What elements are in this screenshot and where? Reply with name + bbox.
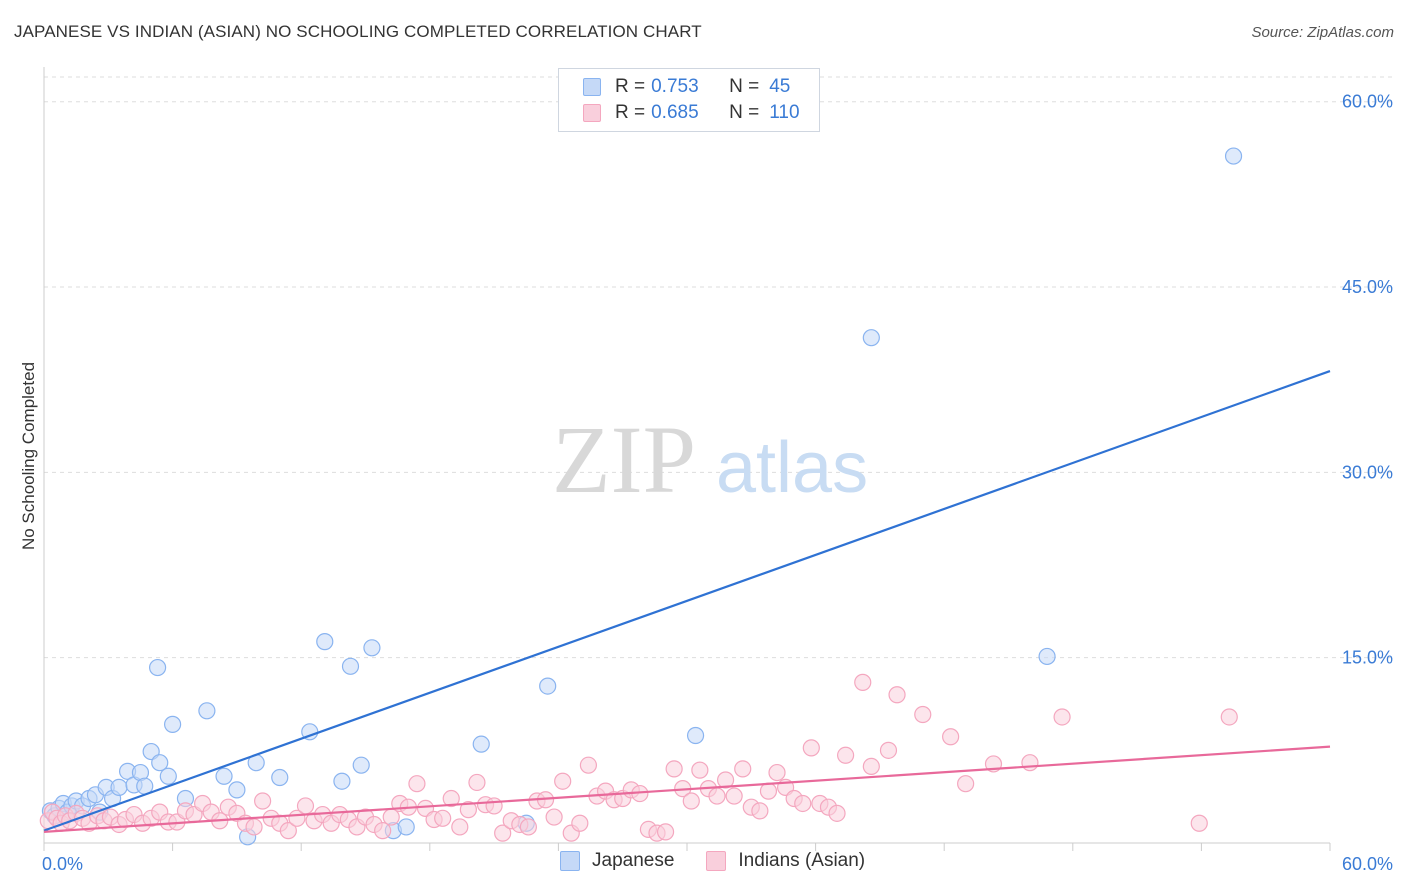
indians-point — [297, 798, 313, 814]
indians-point — [1191, 815, 1207, 831]
indians-point — [880, 742, 896, 758]
indians-point — [889, 687, 905, 703]
japanese-point — [473, 736, 489, 752]
japanese-point — [364, 640, 380, 656]
indians-point — [255, 793, 271, 809]
bottom-legend-swatch-indians — [706, 851, 726, 871]
legend-r-label: R = — [615, 76, 645, 98]
y-tick-label: 60.0% — [1342, 92, 1393, 112]
legend-swatch-japanese — [583, 78, 601, 96]
indians-point — [246, 819, 262, 835]
legend-n-value: 45 — [769, 76, 790, 98]
indians-point — [486, 798, 502, 814]
legend-row-indians: R = 0.685 N = 110 — [583, 101, 800, 125]
japanese-point — [1226, 148, 1242, 164]
y-tick-label: 30.0% — [1342, 462, 1393, 482]
y-tick-label: 15.0% — [1342, 648, 1393, 668]
legend-r-value: 0.685 — [651, 102, 721, 124]
indians-point — [572, 815, 588, 831]
indians-point — [546, 809, 562, 825]
indians-point — [452, 819, 468, 835]
legend-n-value: 110 — [769, 102, 799, 124]
japanese-point — [342, 658, 358, 674]
japanese-point — [863, 330, 879, 346]
japanese-point — [317, 634, 333, 650]
bottom-legend-japanese[interactable]: Japanese — [560, 850, 674, 872]
japanese-point — [1039, 648, 1055, 664]
indians-point — [683, 793, 699, 809]
indians-point — [752, 803, 768, 819]
indians-point — [795, 795, 811, 811]
indians-point — [726, 788, 742, 804]
watermark-zip: ZIP — [552, 406, 696, 513]
indians-point — [863, 758, 879, 774]
japanese-point — [199, 703, 215, 719]
indians-point — [735, 761, 751, 777]
y-axis-label: No Schooling Completed — [19, 362, 38, 550]
legend-row-japanese: R = 0.753 N = 45 — [583, 75, 790, 99]
legend-r-value: 0.753 — [651, 76, 721, 98]
indians-point — [469, 774, 485, 790]
bottom-legend-label: Indians (Asian) — [738, 850, 865, 872]
indians-point — [958, 776, 974, 792]
japanese-point — [688, 728, 704, 744]
japanese-point — [150, 660, 166, 676]
japanese-point — [540, 678, 556, 694]
japanese-point — [398, 819, 414, 835]
x-tick-label: 0.0% — [42, 854, 83, 874]
indians-point — [760, 783, 776, 799]
japanese-point — [160, 768, 176, 784]
indians-point — [435, 810, 451, 826]
indians-point — [658, 824, 674, 840]
x-tick-label: 60.0% — [1342, 854, 1393, 874]
scatter-chart: ZIP atlas 15.0%30.0%45.0%60.0%0.0% 60.0% … — [0, 0, 1406, 892]
indians-point — [666, 761, 682, 777]
bottom-legend-label: Japanese — [592, 850, 674, 872]
indians-point — [838, 747, 854, 763]
indians-point — [829, 805, 845, 821]
japanese-point — [334, 773, 350, 789]
indians-point — [855, 674, 871, 690]
indians-point — [1221, 709, 1237, 725]
indians-point — [580, 757, 596, 773]
indians-point — [943, 729, 959, 745]
indians-point — [709, 788, 725, 804]
legend-r-label: R = — [615, 102, 645, 124]
legend-n-label: N = — [729, 76, 759, 98]
y-tick-label: 45.0% — [1342, 277, 1393, 297]
indians-point — [692, 762, 708, 778]
indians-point — [520, 819, 536, 835]
japanese-point — [272, 770, 288, 786]
legend-n-label: N = — [729, 102, 759, 124]
indians-point — [409, 776, 425, 792]
indians-point — [769, 765, 785, 781]
japanese-point — [229, 782, 245, 798]
japanese-point — [353, 757, 369, 773]
legend: R = 0.753 N = 45 R = 0.685 N = 110 — [558, 68, 820, 132]
japanese-point — [216, 768, 232, 784]
watermark-atlas: atlas — [716, 428, 868, 508]
bottom-legend: Japanese Indians (Asian) — [560, 850, 897, 872]
japanese-point — [111, 779, 127, 795]
japanese-point — [165, 716, 181, 732]
bottom-legend-indians[interactable]: Indians (Asian) — [706, 850, 865, 872]
indians-point — [1022, 755, 1038, 771]
bottom-legend-swatch-japanese — [560, 851, 580, 871]
indians-point — [1054, 709, 1070, 725]
indians-point — [555, 773, 571, 789]
indians-point — [915, 707, 931, 723]
legend-swatch-indians — [583, 104, 601, 122]
indians-point — [803, 740, 819, 756]
